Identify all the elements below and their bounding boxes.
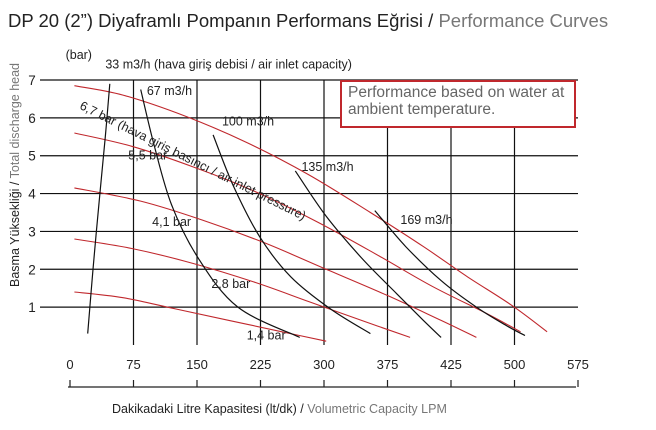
curve-label: 1,4 bar [247,328,286,342]
curve-label: 67 m3/h [147,84,192,98]
x-tick-label: 575 [567,357,589,372]
x-tick-label: 375 [377,357,399,372]
y-tick-label: 3 [28,224,36,239]
air-capacity-curve-33 [87,83,111,334]
curve-label: 5,5 bar [128,149,167,163]
x-axis-title-separator: / [296,402,308,416]
chart-title-sub: Performance Curves [438,10,609,31]
curve-label: 100 m3/h [222,114,274,128]
x-tick-label: 150 [186,357,208,372]
air-capacity-curve-67 [140,89,300,338]
y-tick-label: 4 [28,187,36,202]
x-axis-title-sub: Volumetric Capacity LPM [307,402,447,416]
air-capacity-curve-169 [374,210,526,337]
pressure-curve-5-5 [74,132,521,333]
air-capacity-curve-135 [294,170,442,338]
pressure-curve-6-7 [74,85,548,333]
pressure-curve-4-1 [74,187,477,338]
curve-label: 135 m3/h [301,160,353,174]
performance-note: Performance based on water at ambient te… [340,80,576,128]
chart-title-main: DP 20 (2”) Diyaframlı Pompanın Performan… [8,10,424,31]
x-tick-label: 0 [66,357,73,372]
x-tick-label: 300 [313,357,335,372]
x-axis-title-main: Dakikadaki Litre Kapasitesi (lt/dk) [112,402,297,416]
y-tick-label: 7 [28,73,36,88]
y-tick-label: 5 [28,149,36,164]
curve-label: (bar) [66,48,92,62]
curve-label: 33 m3/h (hava giriş debisi / air inlet c… [105,58,352,72]
chart-title: DP 20 (2”) Diyaframlı Pompanın Performan… [8,10,608,32]
curve-label: 169 m3/h [400,213,452,227]
pressure-curve-1-4 [74,291,327,342]
y-tick-label: 6 [28,111,36,126]
title-separator: / [423,10,439,31]
curve-label: 2,8 bar [211,277,250,291]
x-tick-label: 425 [440,357,462,372]
pressure-curve-2-8 [74,238,411,338]
y-tick-label: 1 [28,300,36,315]
x-tick-label: 75 [126,357,140,372]
curve-label: 4,1 bar [152,215,191,229]
x-tick-label: 225 [250,357,272,372]
x-tick-label: 500 [504,357,526,372]
air-capacity-curve-100 [212,134,371,335]
x-axis-title: Dakikadaki Litre Kapasitesi (lt/dk) / Vo… [112,402,447,416]
y-tick-label: 2 [28,262,36,277]
